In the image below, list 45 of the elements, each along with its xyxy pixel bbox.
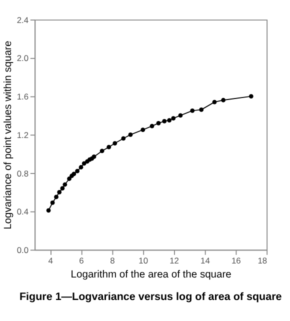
- point: [106, 144, 112, 150]
- y-tick-label: 0.0: [16, 244, 29, 255]
- point: [190, 108, 195, 113]
- x-tick-label: 16: [231, 255, 242, 266]
- point: [199, 108, 204, 112]
- x-tick-label: 6: [79, 255, 84, 266]
- point: [221, 98, 226, 102]
- point: [162, 119, 167, 124]
- x-tick-label: 4: [48, 255, 54, 266]
- point: [62, 182, 68, 187]
- point: [156, 120, 161, 126]
- point: [248, 94, 254, 98]
- x-tick-label: 12: [170, 255, 180, 266]
- point: [121, 136, 126, 141]
- point: [171, 116, 176, 121]
- point: [167, 118, 172, 122]
- y-tick-label: 2.4: [16, 14, 29, 25]
- y-tick-label: 0.8: [16, 168, 29, 178]
- y-tick-label: 2.0: [16, 53, 29, 64]
- point: [75, 168, 80, 174]
- point: [67, 176, 72, 181]
- point: [128, 132, 133, 137]
- point: [150, 124, 154, 128]
- text: Figure 1—Logvariance versus log of area of square: [19, 291, 282, 304]
- point: [46, 208, 51, 213]
- point: [54, 194, 58, 200]
- point: [78, 165, 84, 170]
- point: [72, 172, 76, 176]
- point: [57, 190, 62, 194]
- point: [60, 186, 65, 191]
- y-tick-label: 0.4: [16, 206, 29, 217]
- point: [50, 200, 55, 205]
- y-tick-label: 1.6: [16, 92, 29, 102]
- y-tick-label: 1.2: [16, 130, 29, 140]
- point: [140, 128, 146, 132]
- x-tick-label: 18: [258, 255, 268, 266]
- point: [100, 148, 104, 154]
- point: [178, 113, 183, 118]
- x-tick-label: 10: [138, 255, 148, 266]
- x-axis-title: Logarithm of the area of the square: [70, 269, 232, 280]
- x-tick-label: 8: [110, 255, 116, 266]
- y-axis-title: Logvariance of point values within square: [3, 40, 14, 230]
- x-tick-label: 14: [200, 255, 210, 266]
- point: [212, 100, 217, 104]
- point: [112, 141, 118, 146]
